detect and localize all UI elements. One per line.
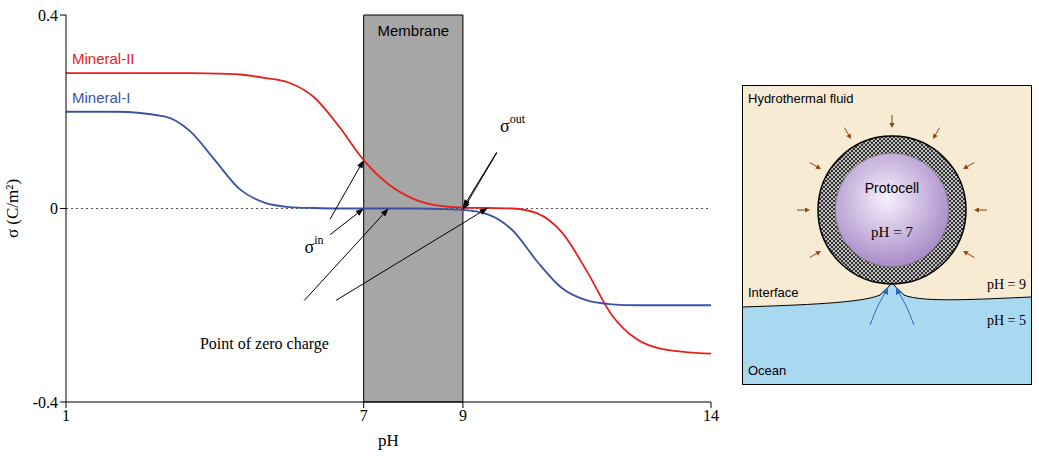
svg-text:0: 0: [50, 200, 58, 217]
svg-text:Ocean: Ocean: [748, 363, 786, 378]
svg-text:Mineral-II: Mineral-II: [72, 50, 135, 67]
svg-text:Point of zero charge: Point of zero charge: [200, 335, 329, 353]
svg-text:Interface: Interface: [748, 285, 799, 300]
svg-text:pH = 9: pH = 9: [987, 277, 1026, 292]
svg-text:Hydrothermal fluid: Hydrothermal fluid: [748, 91, 854, 106]
svg-text:0.4: 0.4: [38, 7, 58, 24]
svg-text:pH = 7: pH = 7: [871, 224, 913, 240]
svg-text:Membrane: Membrane: [377, 22, 449, 39]
svg-text:14: 14: [703, 407, 719, 424]
svg-text:pH: pH: [378, 431, 399, 450]
svg-text:pH = 5: pH = 5: [987, 313, 1026, 328]
svg-text:σ (C/m²): σ (C/m²): [3, 179, 22, 238]
svg-text:7: 7: [360, 407, 368, 424]
svg-text:Protocell: Protocell: [865, 180, 919, 196]
svg-text:-0.4: -0.4: [33, 394, 58, 411]
svg-text:σin: σin: [305, 233, 324, 257]
svg-text:σout: σout: [500, 112, 526, 136]
svg-text:1: 1: [62, 407, 70, 424]
svg-text:Mineral-I: Mineral-I: [72, 89, 130, 106]
svg-text:9: 9: [459, 407, 467, 424]
